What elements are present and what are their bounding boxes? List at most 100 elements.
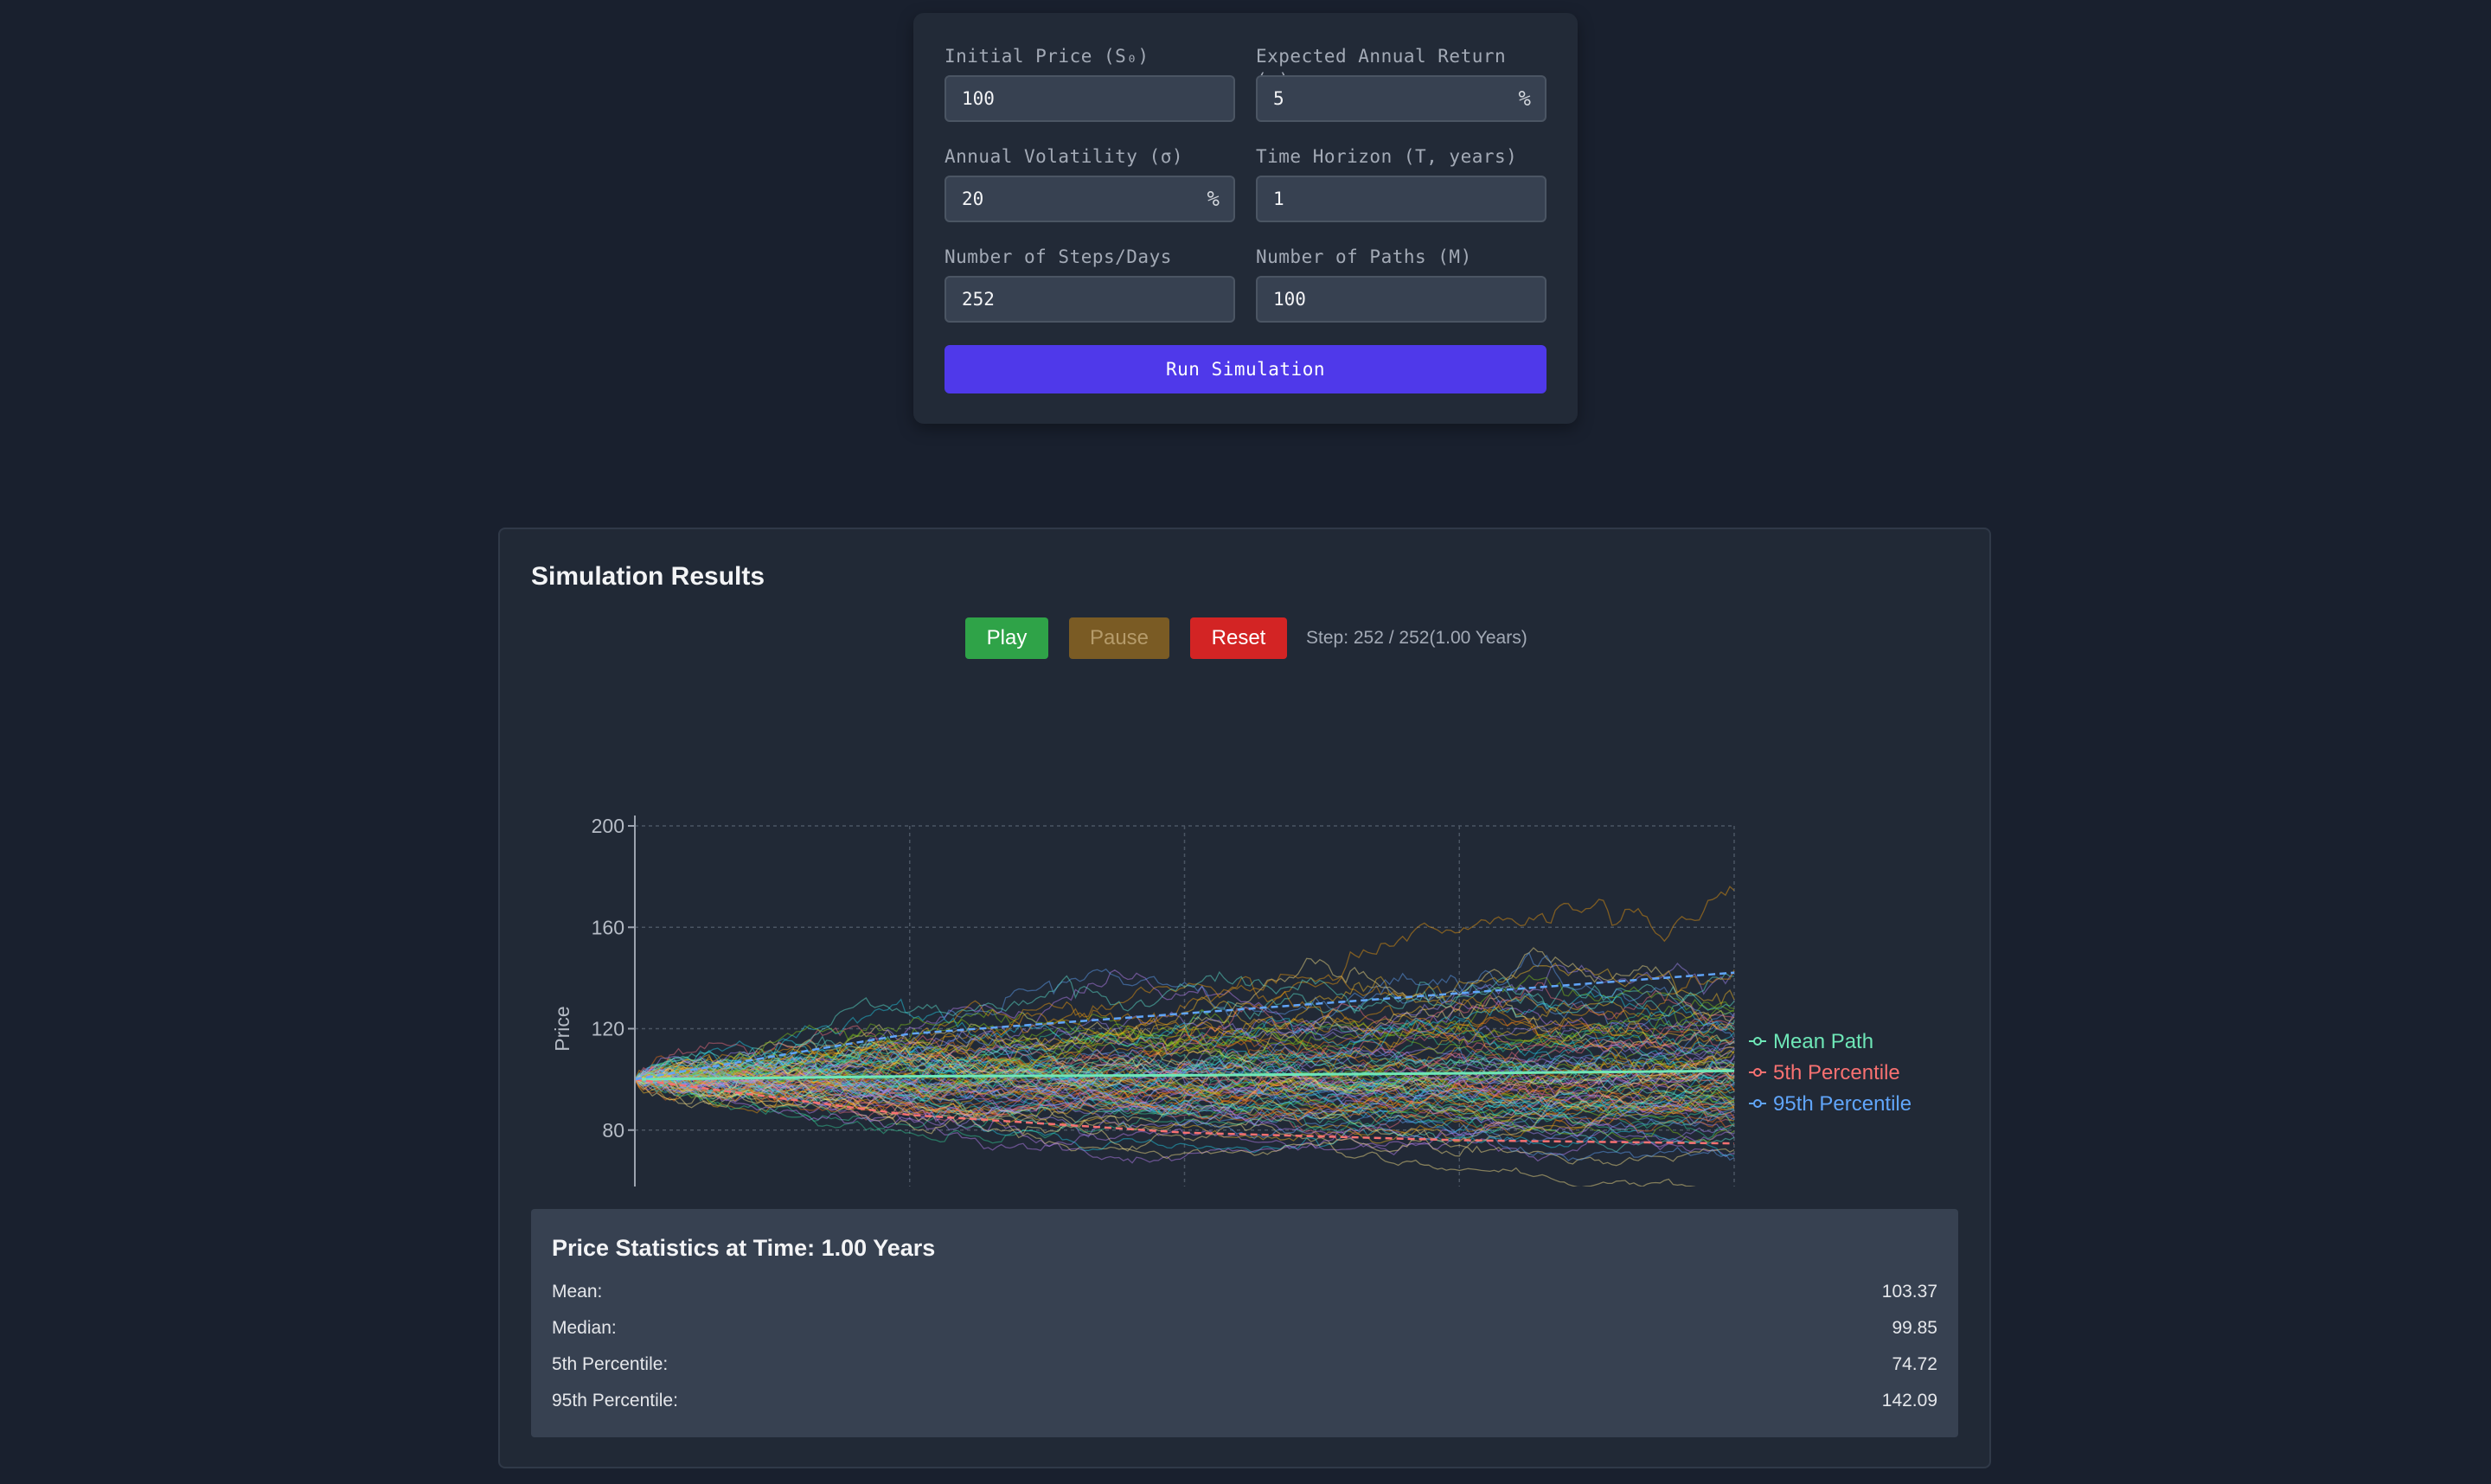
statistics-box: Price Statistics at Time: 1.00 Years Mea… (531, 1209, 1958, 1437)
sample-path-line (634, 1051, 1735, 1109)
sample-path-line (634, 968, 1735, 1091)
sample-path-line (634, 1043, 1735, 1137)
sample-path-line (634, 1063, 1735, 1111)
paths-input[interactable] (1258, 278, 1482, 321)
sample-path-line (634, 1051, 1735, 1103)
sample-path-line (634, 982, 1735, 1099)
sample-path-line (634, 1058, 1735, 1119)
sample-path-line (634, 1061, 1735, 1131)
stat-row-5th-percentile: 5th Percentile: 74.72 (552, 1354, 1937, 1380)
sample-path-line (634, 1033, 1735, 1096)
y-tick-label: 80 (602, 1119, 624, 1142)
volatility-box: % (945, 176, 1235, 222)
sample-path-line (634, 1055, 1735, 1118)
sample-path-line (634, 886, 1735, 1080)
steps-label: Number of Steps/Days (945, 246, 1172, 267)
legend-label[interactable]: Mean Path (1773, 1030, 1873, 1053)
sample-path-line (634, 990, 1735, 1084)
sample-path-line (634, 1045, 1735, 1107)
stat-value: 103.37 (1881, 1282, 1937, 1302)
sample-path-line (634, 963, 1735, 1081)
time-horizon-field: Time Horizon (T, years) (1256, 144, 1546, 222)
sample-path-line (634, 1067, 1735, 1121)
sample-path-line (634, 1070, 1735, 1157)
stat-label: Median: (552, 1318, 617, 1338)
volatility-input[interactable] (946, 177, 1171, 221)
sample-path-line (634, 1046, 1735, 1092)
sample-path-line (634, 1012, 1735, 1103)
sample-path-line (634, 1001, 1735, 1083)
sample-path-line (634, 1041, 1735, 1131)
sample-path-line (634, 1078, 1735, 1164)
chart-legend: Mean Path 5th Percentile 95th Percentile (1749, 1030, 1911, 1116)
sample-path-line (634, 998, 1735, 1080)
expected-return-field: Expected Annual Return (μ) % (1256, 44, 1546, 122)
sample-path-line (634, 1078, 1735, 1167)
summary-series (634, 971, 1735, 1145)
sample-path-line (634, 1074, 1735, 1125)
sample-path-line (634, 972, 1735, 1082)
stat-row-median: Median: 99.85 (552, 1318, 1937, 1344)
sample-path-line (634, 1005, 1735, 1082)
percent-suffix: % (1518, 86, 1531, 111)
series-line (634, 1078, 1735, 1145)
sample-path-line (634, 1054, 1735, 1118)
step-readout: Step: 252 / 252(1.00 Years) (1306, 628, 1527, 648)
stat-label: Mean: (552, 1282, 603, 1302)
sample-path-line (634, 1022, 1735, 1100)
y-tick-label: 200 (592, 815, 624, 837)
sample-path-line (634, 1078, 1696, 1187)
sample-path-line (634, 1071, 1735, 1127)
sample-path-line (634, 1047, 1735, 1123)
percent-suffix: % (1207, 187, 1220, 211)
sample-path-line (634, 1020, 1735, 1118)
sample-path-line (634, 996, 1735, 1086)
sample-path-line (634, 1032, 1735, 1091)
sample-path-line (635, 975, 1735, 1085)
run-simulation-button[interactable]: Run Simulation (945, 345, 1546, 393)
expected-return-box: % (1256, 75, 1546, 122)
stat-value: 99.85 (1892, 1318, 1937, 1338)
legend-marker (1753, 1068, 1762, 1077)
results-title: Simulation Results (531, 562, 765, 591)
sample-path-line (634, 1034, 1735, 1084)
legend-marker (1753, 1099, 1762, 1108)
sample-path-line (634, 1059, 1735, 1114)
sample-path-line (634, 1068, 1735, 1129)
sample-path-line (634, 1042, 1735, 1099)
series-line (634, 1069, 1735, 1081)
time-horizon-input[interactable] (1258, 177, 1482, 221)
steps-input[interactable] (946, 278, 1171, 321)
paths-label: Number of Paths (M) (1256, 246, 1472, 267)
sample-path-line (634, 1039, 1735, 1094)
sample-path-line (634, 995, 1735, 1091)
stat-row-95th-percentile: 95th Percentile: 142.09 (552, 1391, 1937, 1417)
sample-path-line (634, 1031, 1735, 1121)
series-line (634, 971, 1735, 1081)
results-panel: Simulation Results Play Pause Reset Step… (498, 528, 1991, 1468)
sample-path-line (634, 1065, 1735, 1143)
sample-path-line (634, 1061, 1735, 1120)
expected-return-label: Expected Annual Return (μ) (1256, 46, 1507, 91)
play-button[interactable]: Play (965, 617, 1048, 659)
initial-price-input[interactable] (946, 77, 1171, 120)
sample-path-line (634, 974, 1735, 1097)
expected-return-input[interactable] (1258, 77, 1482, 120)
chart-axes: 4080120160200063126189252Time (Days)Pric… (551, 815, 636, 1187)
paths-box (1256, 276, 1546, 323)
sample-path-line (634, 1068, 1735, 1124)
reset-button[interactable]: Reset (1190, 617, 1287, 659)
pause-button[interactable]: Pause (1069, 617, 1169, 659)
stat-value: 74.72 (1892, 1354, 1937, 1374)
legend-label[interactable]: 95th Percentile (1773, 1092, 1911, 1116)
time-horizon-label: Time Horizon (T, years) (1256, 146, 1518, 167)
paths-field: Number of Paths (M) (1256, 245, 1546, 323)
sample-path-line (634, 1057, 1735, 1102)
sample-path-line (634, 951, 1735, 1086)
legend-label[interactable]: 5th Percentile (1773, 1061, 1900, 1084)
y-axis-label: Price (551, 1006, 573, 1051)
sample-path-line (634, 1062, 1735, 1153)
initial-price-box (945, 75, 1235, 122)
volatility-field: Annual Volatility (σ) % (945, 144, 1235, 222)
sample-path-line (634, 1064, 1735, 1107)
